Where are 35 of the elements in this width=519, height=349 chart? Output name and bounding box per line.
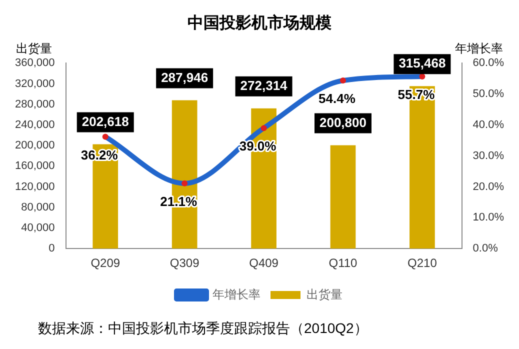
- y-tick-label: 240,000: [14, 119, 55, 132]
- data-label: 287,946: [161, 70, 208, 85]
- y2-tick-label: 20.0%: [472, 180, 504, 193]
- chart-title: 中国投影机市场规模: [188, 14, 332, 32]
- data-label: 315,468: [398, 56, 446, 71]
- x-tick-label: Q210: [408, 256, 438, 270]
- x-tick-label: Q110: [328, 256, 358, 270]
- data-label: 54.4%: [318, 91, 356, 106]
- legend-label: 年增长率: [212, 287, 260, 302]
- y2-tick-label: 10.0%: [472, 212, 504, 224]
- y-tick-label: 0: [48, 242, 55, 255]
- x-tick-label: Q309: [170, 256, 200, 270]
- data-label: 202,618: [82, 114, 129, 129]
- y-tick-label: 160,000: [14, 160, 55, 172]
- x-tick-label: Q209: [90, 256, 120, 270]
- y-tick-label: 40,000: [21, 222, 55, 234]
- y2-axis-title: 年增长率: [455, 42, 503, 56]
- legend-label: 出货量: [306, 287, 342, 302]
- data-label: 200,800: [319, 114, 366, 130]
- y-tick-label: 80,000: [21, 201, 55, 214]
- bar: [330, 145, 356, 249]
- y-tick-label: 280,000: [14, 98, 55, 110]
- y-tick-label: 120,000: [14, 180, 55, 193]
- y2-tick-label: 40.0%: [472, 119, 504, 132]
- y2-tick-label: 50.0%: [472, 88, 504, 100]
- y-tick-label: 320,000: [14, 78, 55, 90]
- y2-tick-label: 0.0%: [472, 242, 498, 255]
- source-note: 数据来源：中国投影机市场季度跟踪报告（2010Q2）: [38, 320, 368, 336]
- y2-tick-label: 30.0%: [472, 150, 504, 162]
- y-axis-title: 出货量: [16, 42, 52, 56]
- y-tick-label: 360,000: [14, 57, 55, 70]
- x-tick-label: Q409: [249, 256, 279, 270]
- data-label: 272,314: [240, 78, 288, 93]
- y2-tick-label: 60.0%: [472, 57, 504, 70]
- y-tick-label: 200,000: [14, 140, 55, 152]
